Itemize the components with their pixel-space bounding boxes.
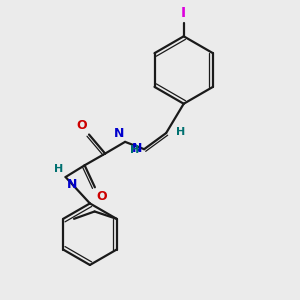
Text: H: H bbox=[176, 127, 186, 136]
Text: N: N bbox=[114, 128, 124, 140]
Text: O: O bbox=[96, 190, 107, 202]
Text: O: O bbox=[76, 119, 87, 132]
Text: I: I bbox=[181, 6, 186, 20]
Text: H: H bbox=[130, 146, 140, 155]
Text: N: N bbox=[132, 142, 143, 155]
Text: N: N bbox=[67, 178, 77, 190]
Text: H: H bbox=[54, 164, 63, 174]
